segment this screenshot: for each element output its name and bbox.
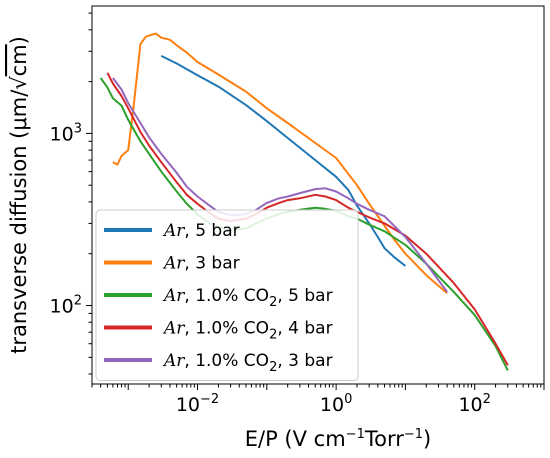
legend-box [95, 209, 359, 381]
legend-label: Ar, 5 bar [162, 221, 240, 241]
y-tick-label: 102 [50, 294, 82, 318]
x-tick-label: 10−2 [176, 392, 219, 416]
x-tick-label: 102 [458, 392, 490, 416]
legend: Ar, 5 bar Ar, 3 bar Ar, 1.0% CO2, 5 bar Ar,… [95, 209, 359, 381]
series-line-5 [112, 77, 448, 293]
legend-items: Ar, 5 bar Ar, 3 bar Ar, 1.0% CO2, 5 bar Ar,… [104, 221, 333, 375]
y-tick-label: 103 [50, 121, 82, 145]
legend-label: Ar, 1.0% CO2, 3 bar [162, 351, 333, 375]
series-line-2 [112, 32, 448, 294]
x-axis-label: E/P (V cm−1Torr−1) [245, 427, 431, 451]
y-axis-label: transverse diffusion (μm/√cm) [7, 36, 31, 354]
legend-label: Ar, 3 bar [162, 254, 240, 274]
legend-label: Ar, 1.0% CO2, 4 bar [162, 319, 333, 343]
x-tick-label: 100 [320, 392, 352, 416]
legend-label: Ar, 1.0% CO2, 5 bar [162, 286, 333, 310]
plot-area-frame [91, 5, 545, 385]
ticks-layer: 10−2 100 102 102 103 [50, 12, 545, 416]
series-line-1 [160, 55, 407, 267]
